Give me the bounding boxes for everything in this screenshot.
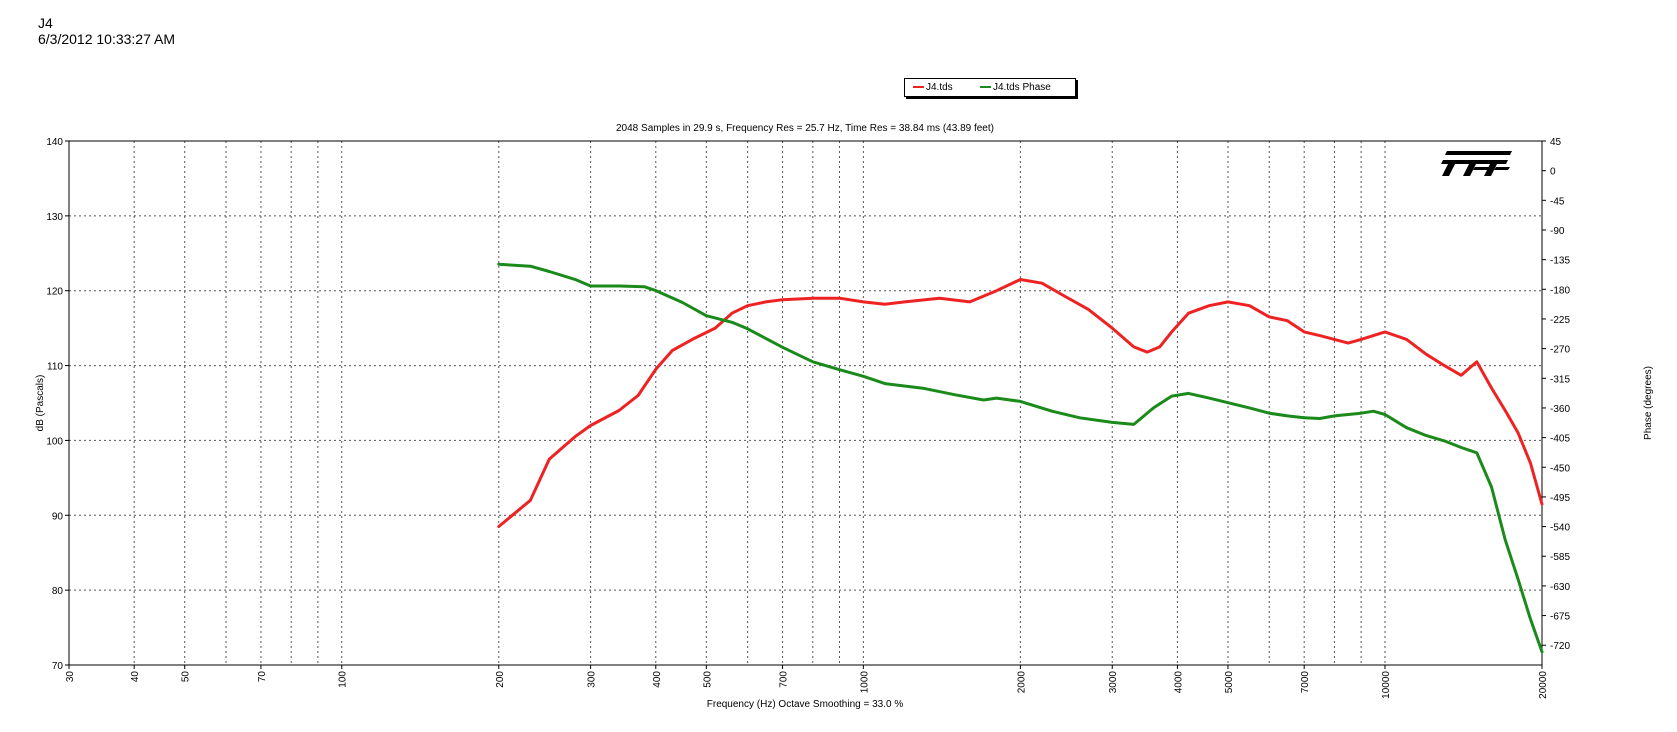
y2-tick-label: -45: [1550, 196, 1565, 207]
legend-swatch-green-icon: [980, 86, 991, 89]
y2-tick-label: -675: [1550, 612, 1570, 623]
x-tick-label: 400: [652, 671, 663, 688]
y2-tick-label: -450: [1550, 463, 1570, 474]
x-tick-label: 100: [338, 671, 349, 688]
x-tick-label: 300: [587, 671, 598, 688]
report-timestamp: 6/3/2012 10:33:27 AM: [38, 31, 175, 47]
x-tick-label: 40: [130, 671, 141, 683]
y-tick-label: 130: [46, 212, 63, 223]
x-tick-label: 50: [181, 671, 192, 683]
y-tick-label: 140: [46, 137, 63, 148]
y-tick-label: 80: [52, 586, 64, 597]
tick-layer: 30 40 50 70 100 200 300 400 500 700 1000 2000 3000 40…: [46, 137, 1570, 699]
chart-title: 2048 Samples in 29.9 s, Frequency Res = …: [616, 123, 994, 134]
x-tick-label: 5000: [1224, 671, 1235, 694]
x-tick-label: 3000: [1108, 671, 1119, 694]
x-tick-label: 700: [779, 671, 790, 688]
y2-tick-label: -720: [1550, 641, 1570, 652]
y2-tick-label: -90: [1550, 226, 1565, 237]
x-tick-label: 4000: [1173, 671, 1184, 694]
legend-item-j4-tds-phase: J4.tds Phase: [980, 79, 1051, 96]
plot-frame: [68, 140, 1543, 666]
chart-legend: J4.tds J4.tds Phase: [904, 78, 1076, 97]
y-axis-label: dB (Pascals): [35, 375, 46, 432]
y-tick-label: 120: [46, 287, 63, 298]
x-tick-label: 70: [257, 671, 268, 683]
series-layer: [497, 262, 1544, 654]
x-tick-label: 7000: [1300, 671, 1311, 694]
legend-label: J4.tds: [926, 82, 953, 93]
y2-tick-label: -405: [1550, 434, 1570, 445]
x-tick-label: 10000: [1381, 671, 1392, 699]
x-tick-label: 30: [65, 671, 76, 683]
x-tick-label: 2000: [1016, 671, 1027, 694]
legend-item-j4-tds: J4.tds: [913, 79, 953, 96]
series-line-j4-tds-phase: [497, 262, 1544, 654]
x-tick-label: 20000: [1538, 671, 1549, 699]
x-axis-label: Frequency (Hz) Octave Smoothing = 33.0 %: [707, 699, 904, 710]
y2-tick-label: -180: [1550, 285, 1570, 296]
y2-tick-label: -630: [1550, 582, 1570, 593]
x-tick-label: 1000: [859, 671, 870, 694]
y2-tick-label: -315: [1550, 374, 1570, 385]
y2-axis-label: Phase (degrees): [1643, 366, 1654, 440]
y2-tick-label: -540: [1550, 523, 1570, 534]
legend-swatch-red-icon: [913, 86, 924, 89]
y2-tick-label: -360: [1550, 404, 1570, 415]
y2-tick-label: -495: [1550, 493, 1570, 504]
y-tick-label: 110: [47, 362, 63, 373]
x-tick-label: 500: [702, 671, 713, 688]
grid-layer: [69, 141, 1542, 665]
y2-tick-label: -585: [1550, 552, 1570, 563]
y2-tick-label: -135: [1550, 256, 1570, 267]
y-tick-label: 100: [46, 436, 63, 447]
y2-tick-label: 0: [1550, 167, 1556, 178]
tef-logo-icon: [1441, 151, 1512, 176]
legend-label: J4.tds Phase: [993, 82, 1051, 93]
series-line-j4-tds: [497, 278, 1544, 528]
x-tick-label: 200: [495, 671, 506, 688]
y2-tick-label: -270: [1550, 345, 1570, 356]
y2-tick-label: -225: [1550, 315, 1570, 326]
y-tick-label: 90: [52, 511, 64, 522]
y-tick-label: 70: [52, 661, 64, 672]
report-title: J4: [38, 15, 53, 31]
y2-tick-label: 45: [1550, 137, 1562, 148]
